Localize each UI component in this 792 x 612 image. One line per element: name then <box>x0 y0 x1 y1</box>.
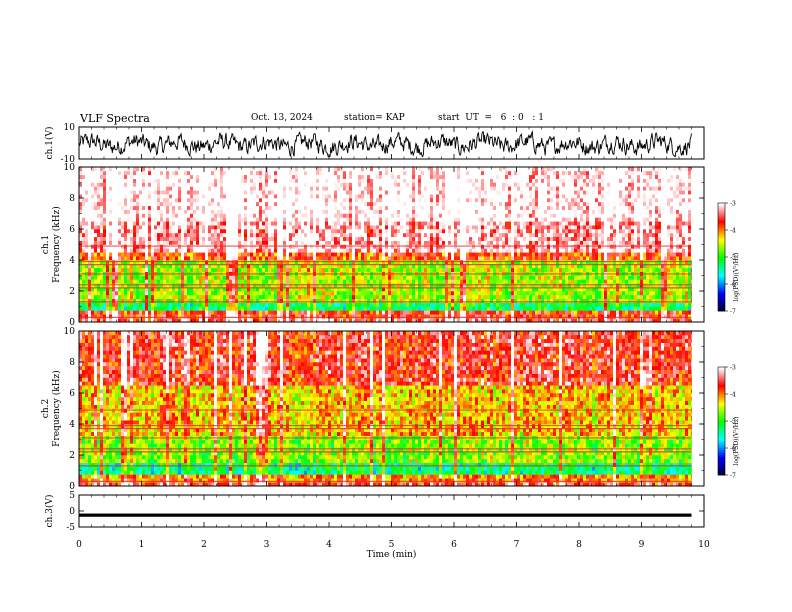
y-axis-label: ch.3(V) <box>44 495 55 528</box>
x-tick-label: 7 <box>514 540 520 550</box>
station-label: station= KAP <box>344 113 405 123</box>
y-tick-label: 6 <box>69 389 75 399</box>
date-label: Oct. 13, 2024 <box>251 113 313 123</box>
x-tick-label: 6 <box>451 540 457 550</box>
x-tick-label: 0 <box>76 540 82 550</box>
start-time-label: start UT = 6 : 0 : 1 <box>438 113 544 123</box>
x-tick-label: 3 <box>264 540 270 550</box>
x-tick-label: 4 <box>326 540 332 550</box>
colorbar-tick-label: -4 <box>730 228 736 235</box>
y-tick-label: 2 <box>69 287 75 297</box>
x-axis-label: Time (min) <box>367 549 417 560</box>
y-axis-label: Frequency (kHz) <box>51 206 62 283</box>
x-tick-label: 5 <box>389 540 395 550</box>
plot-title: VLF Spectra <box>80 112 150 125</box>
y-tick-label: 0 <box>69 507 75 517</box>
ch2-spectrogram <box>79 331 692 487</box>
y-tick-label: 10 <box>64 327 76 337</box>
ch1-spectrogram <box>79 167 692 323</box>
y-axis-label: Frequency (kHz) <box>51 370 62 447</box>
y-tick-label: 0 <box>69 318 75 328</box>
y-axis-label: ch.1 <box>41 235 51 254</box>
y-tick-label: 4 <box>69 420 75 430</box>
colorbar-tick-label: -7 <box>730 473 736 480</box>
colorbar-tick-label: -4 <box>730 392 736 399</box>
colorbar-tick-label: -3 <box>730 365 736 372</box>
colorbar-tick-label: -6 <box>730 282 736 289</box>
y-tick-label: 10 <box>64 163 76 173</box>
colorbar-tick-label: -5 <box>730 419 736 426</box>
y-tick-label: 10 <box>64 123 76 133</box>
colorbar-tick-label: -7 <box>730 309 736 316</box>
ch1-waveform-line <box>78 130 692 158</box>
x-tick-label: 2 <box>201 540 207 550</box>
x-tick-label: 10 <box>698 540 710 550</box>
x-tick-label: 1 <box>139 540 145 550</box>
ch2-spectrogram-colorbar <box>718 367 725 476</box>
y-axis-label: ch.1(V) <box>44 127 55 160</box>
ch3-waveform-band <box>79 513 692 517</box>
x-tick-label: 8 <box>576 540 582 550</box>
y-tick-label: 4 <box>69 256 75 266</box>
y-tick-label: 5 <box>69 491 75 501</box>
ch1-spectrogram-colorbar <box>718 203 725 312</box>
x-tick-label: 9 <box>639 540 645 550</box>
colorbar-label: log(PSD)(V²/Hz) <box>733 417 740 466</box>
colorbar-tick-label: -3 <box>730 201 736 208</box>
y-axis-label: ch.2 <box>41 399 51 418</box>
colorbar-tick-label: -6 <box>730 446 736 453</box>
colorbar-label: log(PSD)(V²/Hz) <box>733 253 740 302</box>
colorbar-tick-label: -5 <box>730 255 736 262</box>
y-tick-label: 0 <box>69 482 75 492</box>
y-tick-label: -10 <box>61 155 76 165</box>
y-tick-label: 2 <box>69 451 75 461</box>
y-tick-label: 8 <box>69 358 75 368</box>
y-tick-label: -5 <box>66 523 75 533</box>
y-tick-label: 6 <box>69 225 75 235</box>
y-tick-label: 8 <box>69 194 75 204</box>
